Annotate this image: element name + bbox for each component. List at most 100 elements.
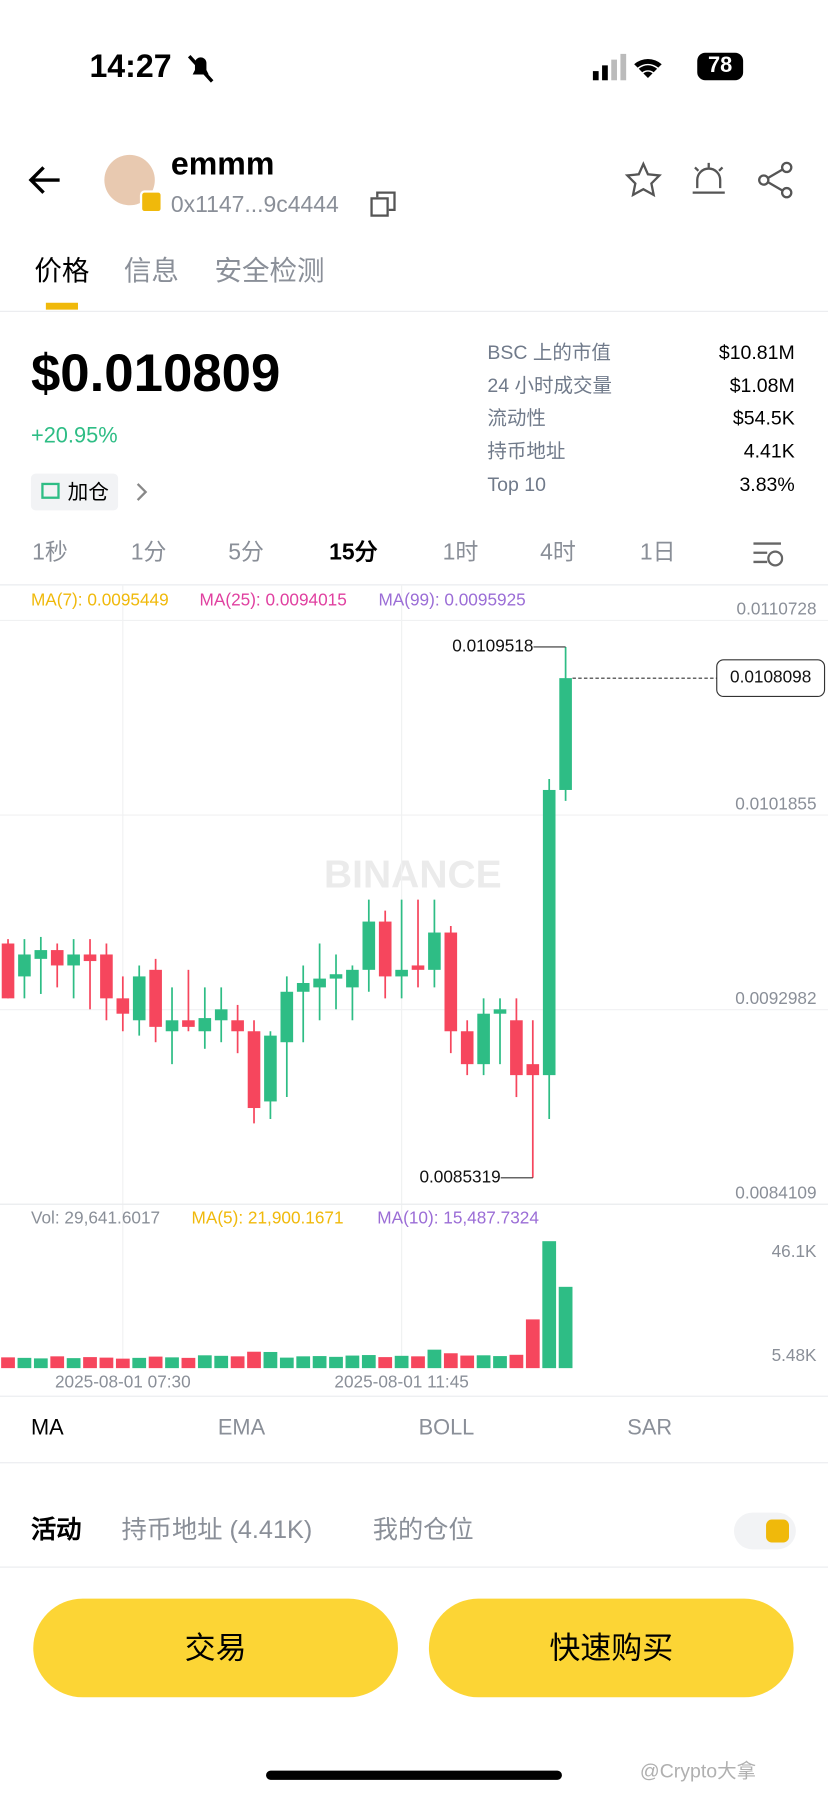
- action-button[interactable]: 快速购买: [428, 1598, 794, 1698]
- candle-body: [559, 678, 572, 790]
- add-position-button[interactable]: 加仓: [30, 473, 119, 511]
- volume-bar: [361, 1355, 376, 1369]
- last-price-label: 0.0108098: [730, 667, 811, 687]
- candle-body: [460, 1031, 474, 1065]
- indicator-tab[interactable]: SAR: [627, 1416, 673, 1441]
- interval[interactable]: 1日: [639, 540, 676, 566]
- volume-bar: [115, 1358, 130, 1369]
- status-time: 14:27: [89, 48, 172, 84]
- low-label: 0.0085319: [419, 1166, 500, 1186]
- volume-legend-item: MA(10): 15,487.7324: [377, 1208, 539, 1229]
- volume-bar: [427, 1349, 442, 1369]
- volume-bar: [197, 1355, 212, 1369]
- candle-body: [18, 954, 31, 977]
- tab[interactable]: 价格: [34, 255, 90, 287]
- candle-body: [247, 1031, 261, 1109]
- volume-bar: [99, 1357, 114, 1369]
- chart-settings[interactable]: [751, 539, 784, 569]
- interval[interactable]: 1分: [130, 540, 167, 566]
- candle-body: [428, 932, 441, 970]
- volume-bar: [50, 1356, 65, 1369]
- copy-button[interactable]: [369, 190, 397, 218]
- watermark: BINANCE: [324, 854, 502, 897]
- volume-bar: [345, 1355, 360, 1369]
- candle-body: [493, 1009, 507, 1014]
- volume-bar: [558, 1286, 573, 1369]
- ma-legend-item: MA(25): 0.0094015: [199, 590, 347, 611]
- stat-value: 4.41K: [743, 440, 795, 463]
- candle-body: [1, 943, 15, 999]
- action-button[interactable]: 交易: [33, 1598, 398, 1698]
- token-address: 0x1147...9c4444: [170, 192, 339, 218]
- divider: [0, 1395, 828, 1397]
- interval[interactable]: 1时: [442, 540, 479, 566]
- toggle-knob: [766, 1519, 789, 1543]
- candle-body: [477, 1013, 490, 1065]
- candle-body: [182, 1020, 195, 1027]
- candle-body: [510, 1020, 523, 1076]
- volume-bar: [148, 1356, 163, 1369]
- ma-legend-item: MA(7): 0.0095449: [30, 590, 169, 611]
- indicator-tab[interactable]: MA: [30, 1416, 64, 1441]
- add-position-label: 加仓: [67, 480, 109, 504]
- volume-legend-item: MA(5): 21,900.1671: [191, 1208, 344, 1229]
- candle-body: [296, 982, 310, 992]
- volume-bar: [411, 1356, 425, 1369]
- volume-bar: [296, 1356, 311, 1369]
- battery: 78: [697, 52, 744, 81]
- candle-body: [378, 921, 392, 977]
- divider: [0, 1462, 828, 1464]
- y-tick-label: 0.0101855: [735, 793, 816, 813]
- volume-bar: [181, 1357, 196, 1369]
- tab[interactable]: 信息: [123, 255, 179, 287]
- candle-body: [231, 1020, 244, 1032]
- header-actions[interactable]: [624, 161, 796, 200]
- bottom-tab[interactable]: 活动: [30, 1514, 82, 1544]
- toggle[interactable]: [733, 1512, 796, 1550]
- volume-bar: [165, 1357, 179, 1369]
- candle-body: [346, 969, 359, 988]
- volume-bar: [66, 1358, 81, 1369]
- candle-body: [165, 1020, 179, 1032]
- volume-bar: [378, 1357, 393, 1369]
- home-indicator: [266, 1770, 562, 1780]
- candle-body: [329, 974, 343, 979]
- volume-bar: [230, 1356, 245, 1369]
- back-button[interactable]: [25, 163, 64, 197]
- indicator-tab[interactable]: BOLL: [418, 1416, 475, 1441]
- volume-bar: [542, 1241, 557, 1369]
- candle-body: [67, 954, 80, 966]
- bottom-tab[interactable]: 持币地址 (4.41K): [121, 1514, 313, 1544]
- volume-bar: [312, 1356, 327, 1369]
- interval[interactable]: 5分: [228, 540, 264, 566]
- bottom-tab[interactable]: 我的仓位: [372, 1514, 474, 1544]
- price-change: +20.95%: [30, 424, 118, 449]
- tab[interactable]: 安全检测: [214, 255, 325, 287]
- y-tick-label: 0.0084109: [735, 1183, 816, 1203]
- candle-body: [362, 921, 376, 970]
- candle-body: [444, 932, 458, 1032]
- volume-bar: [279, 1357, 294, 1369]
- volume-bar: [83, 1357, 97, 1369]
- stat-label: Top 10: [487, 473, 546, 496]
- volume-bar: [214, 1355, 229, 1369]
- candle-body: [198, 1018, 212, 1032]
- volume-tick-label: 5.48K: [772, 1345, 817, 1365]
- interval[interactable]: 15分: [329, 540, 378, 566]
- candle-body: [313, 978, 326, 988]
- indicator-tab[interactable]: EMA: [217, 1416, 266, 1441]
- volume-bar: [1, 1357, 15, 1369]
- volume-bar: [394, 1355, 409, 1369]
- chevron: [136, 483, 148, 501]
- tab-indicator: [45, 302, 78, 310]
- candle-body: [542, 789, 556, 1076]
- candle-body: [526, 1064, 540, 1076]
- interval[interactable]: 1秒: [32, 540, 68, 566]
- candle-body: [280, 991, 294, 1043]
- interval[interactable]: 4时: [540, 540, 576, 566]
- candle-body: [395, 969, 408, 977]
- stat-value: $1.08M: [729, 374, 795, 397]
